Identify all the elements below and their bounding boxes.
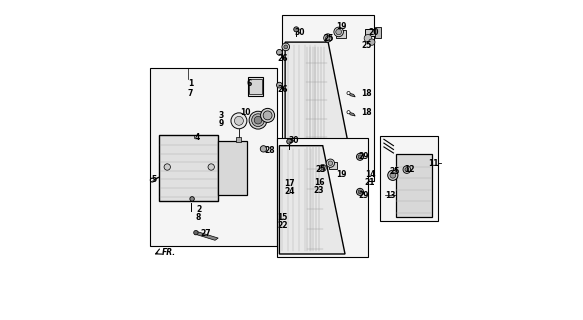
Polygon shape bbox=[218, 141, 247, 195]
Text: 17: 17 bbox=[285, 180, 295, 188]
Text: 9: 9 bbox=[218, 119, 223, 128]
Text: 11: 11 bbox=[429, 159, 439, 168]
Circle shape bbox=[263, 111, 272, 120]
Circle shape bbox=[368, 39, 375, 45]
Text: 29: 29 bbox=[359, 190, 369, 200]
Text: 27: 27 bbox=[201, 229, 211, 238]
Circle shape bbox=[358, 190, 362, 194]
Circle shape bbox=[231, 113, 247, 129]
Text: 24: 24 bbox=[285, 188, 295, 196]
Bar bbox=[236, 137, 241, 142]
Circle shape bbox=[319, 164, 326, 172]
Circle shape bbox=[260, 146, 266, 152]
Circle shape bbox=[388, 170, 398, 180]
Circle shape bbox=[358, 155, 362, 159]
Circle shape bbox=[347, 111, 350, 114]
Circle shape bbox=[336, 29, 342, 35]
Circle shape bbox=[284, 45, 287, 49]
Bar bbox=[329, 162, 337, 169]
Polygon shape bbox=[159, 134, 218, 201]
Text: 6: 6 bbox=[247, 79, 252, 88]
Circle shape bbox=[150, 178, 154, 182]
Circle shape bbox=[334, 27, 343, 37]
Polygon shape bbox=[279, 146, 345, 254]
Text: 14: 14 bbox=[365, 170, 375, 179]
Circle shape bbox=[254, 116, 262, 124]
Text: 23: 23 bbox=[314, 186, 324, 195]
Circle shape bbox=[261, 108, 275, 123]
Text: 30: 30 bbox=[289, 136, 300, 145]
Text: 16: 16 bbox=[314, 178, 324, 187]
Circle shape bbox=[249, 111, 267, 129]
Circle shape bbox=[194, 230, 198, 235]
Circle shape bbox=[347, 92, 350, 95]
Polygon shape bbox=[380, 136, 438, 220]
Text: 25: 25 bbox=[361, 41, 372, 50]
Text: 4: 4 bbox=[194, 133, 199, 142]
Circle shape bbox=[403, 166, 410, 173]
Text: 26: 26 bbox=[277, 85, 287, 94]
Circle shape bbox=[364, 35, 372, 42]
Circle shape bbox=[405, 168, 409, 172]
Circle shape bbox=[190, 197, 194, 201]
Polygon shape bbox=[194, 232, 218, 240]
Text: 2: 2 bbox=[196, 205, 201, 214]
Text: 1: 1 bbox=[188, 79, 193, 88]
Text: 18: 18 bbox=[361, 89, 372, 98]
Circle shape bbox=[234, 116, 243, 125]
Circle shape bbox=[390, 172, 396, 178]
Circle shape bbox=[356, 153, 364, 160]
Bar bbox=[250, 79, 262, 94]
Circle shape bbox=[282, 43, 290, 51]
Polygon shape bbox=[349, 93, 355, 97]
Circle shape bbox=[164, 164, 170, 170]
Text: 29: 29 bbox=[359, 152, 369, 161]
Bar bbox=[248, 77, 264, 96]
Text: 5: 5 bbox=[152, 175, 156, 184]
Text: 3: 3 bbox=[218, 111, 223, 120]
Circle shape bbox=[294, 27, 299, 32]
Text: 22: 22 bbox=[277, 221, 287, 230]
Text: 19: 19 bbox=[336, 170, 347, 179]
Text: 28: 28 bbox=[265, 146, 275, 155]
Polygon shape bbox=[396, 154, 431, 217]
Text: 13: 13 bbox=[385, 190, 396, 200]
Text: 25: 25 bbox=[315, 165, 326, 174]
Bar bbox=[375, 28, 381, 38]
Text: 19: 19 bbox=[336, 22, 347, 31]
Text: 21: 21 bbox=[365, 178, 375, 187]
Polygon shape bbox=[150, 68, 277, 246]
Circle shape bbox=[252, 114, 265, 126]
Circle shape bbox=[326, 159, 335, 167]
Circle shape bbox=[328, 161, 332, 165]
Bar bbox=[336, 30, 346, 38]
Circle shape bbox=[208, 164, 215, 170]
Circle shape bbox=[321, 166, 325, 170]
Text: FR.: FR. bbox=[161, 248, 175, 257]
Polygon shape bbox=[282, 15, 374, 181]
Circle shape bbox=[356, 188, 364, 196]
Circle shape bbox=[287, 139, 292, 144]
Text: 8: 8 bbox=[196, 213, 201, 222]
Circle shape bbox=[276, 50, 282, 55]
Text: 7: 7 bbox=[188, 89, 194, 98]
Circle shape bbox=[324, 34, 332, 42]
Circle shape bbox=[325, 36, 330, 40]
Text: 25: 25 bbox=[389, 167, 400, 176]
Polygon shape bbox=[277, 138, 368, 257]
Polygon shape bbox=[285, 42, 355, 179]
Text: 20: 20 bbox=[368, 28, 378, 37]
Text: 10: 10 bbox=[241, 108, 251, 117]
Text: 25: 25 bbox=[324, 35, 333, 44]
Polygon shape bbox=[349, 112, 355, 116]
Circle shape bbox=[276, 82, 282, 88]
Text: 26: 26 bbox=[277, 53, 287, 62]
Bar bbox=[365, 29, 377, 36]
Text: 15: 15 bbox=[277, 213, 287, 222]
Text: 30: 30 bbox=[294, 28, 305, 37]
Text: 18: 18 bbox=[361, 108, 372, 117]
Text: 12: 12 bbox=[405, 165, 415, 174]
